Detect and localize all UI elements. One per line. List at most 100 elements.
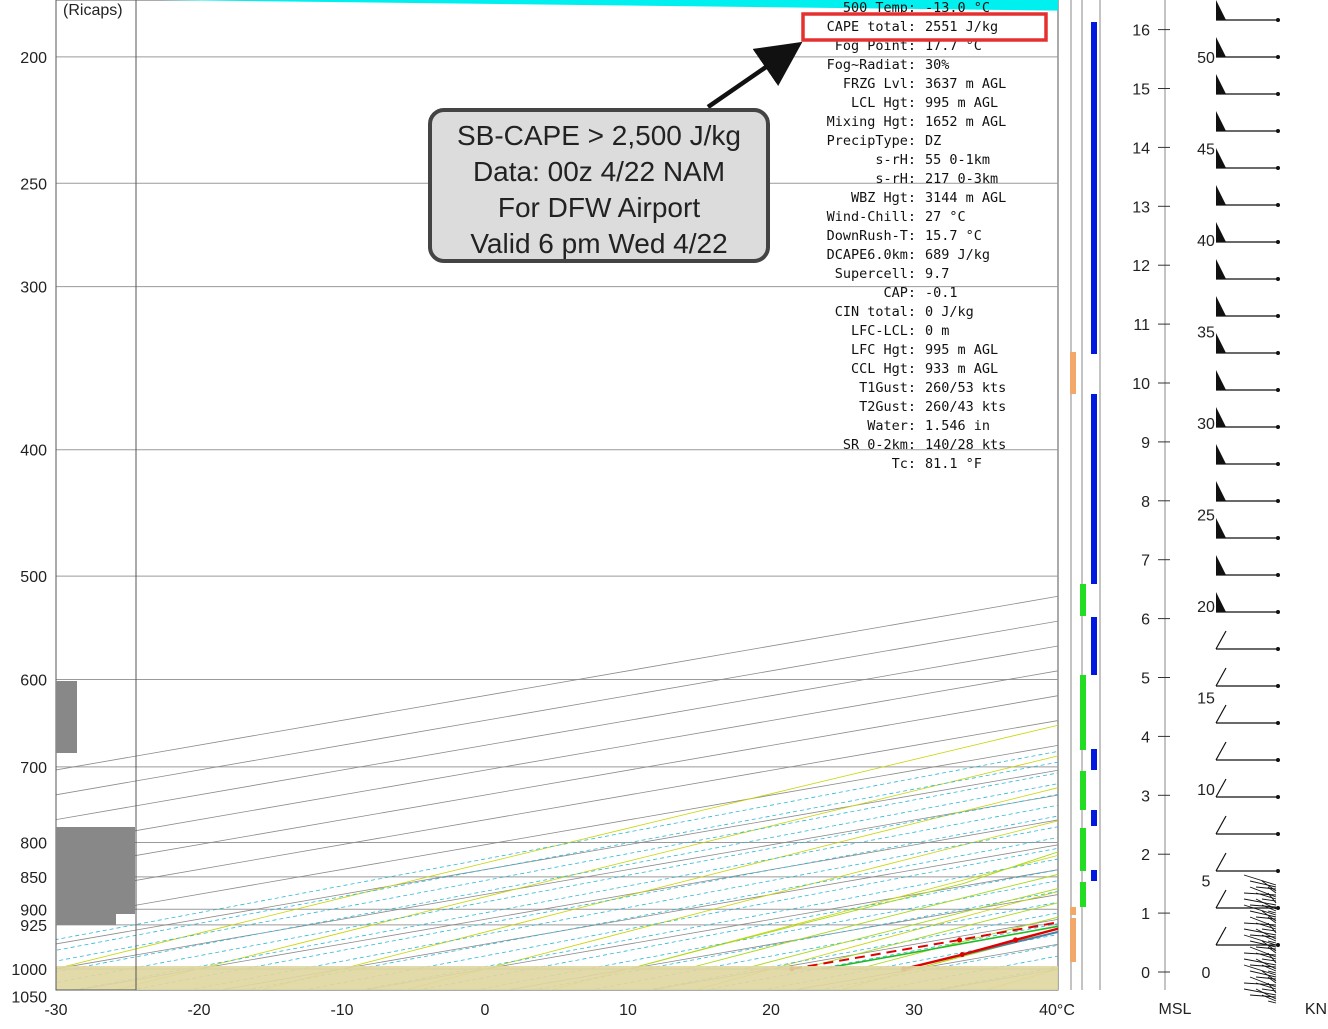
wind-barb-low [1255,928,1277,940]
wind-barb-low [1267,976,1277,984]
pressure-tick: 900 [20,902,47,919]
temperature-line-point [1283,874,1288,879]
wind-barb-low [1243,874,1277,886]
knot-tick-label: 10 [1197,782,1215,799]
wind-feather [1215,889,1227,909]
wind-barb-low [1261,964,1277,972]
wind-pennant [1216,148,1226,168]
moist-adiabat [628,851,1058,970]
bar-blue [1091,394,1097,584]
wind-barb-low [1243,928,1277,936]
stat-value: -13.0 °C [925,0,990,16]
height-tick-label: 2 [1141,847,1150,864]
wind-barb-low [1267,892,1277,904]
bar-blue [1091,749,1097,770]
stat-label: LCL Hgt: [851,95,916,111]
bar-orange [1070,352,1076,394]
stat-label: LFC-LCL: [851,323,916,339]
callout-box [428,108,770,263]
wind-pennant [1216,296,1226,316]
wind-barb-low [1249,916,1277,928]
height-tick-label: 15 [1132,82,1150,99]
left-column-box [55,0,137,991]
dry-adiabat [1253,0,1328,997]
stat-label: WBZ Hgt: [851,190,916,206]
stat-value: 260/53 kts [925,380,1006,396]
wind-barb-low [1243,964,1277,976]
ground-band [56,966,1058,990]
wind-pennant [1216,407,1226,427]
wind-pennant [1216,0,1226,20]
bar-blue [1091,22,1097,354]
wind-barb-point [1276,277,1280,281]
wind-barb-low [1267,982,1277,994]
wind-feather [1215,815,1227,835]
temperature-tick: 40°C [1039,1002,1075,1019]
bar-green [1080,675,1086,750]
axes-labels: 1502002503004005006007008008509009251000… [11,50,1075,1019]
wind-barb-low [1249,880,1277,888]
height-tick-label: 7 [1141,553,1150,570]
wind-barb-low [1255,952,1277,960]
pressure-tick: 500 [20,569,47,586]
corner-label: (Ricaps) [63,2,123,19]
height-tick-label: 5 [1141,671,1150,688]
stat-value: 2551 J/kg [925,19,998,35]
bar-green [1080,584,1086,616]
temperature-tick: 10 [619,1002,637,1019]
wind-barb-low [1267,1000,1277,1004]
isotherm [56,744,1058,920]
stat-value: 30% [925,57,949,73]
wind-barb-low [1255,892,1277,900]
pressure-tick: 300 [20,280,47,297]
isotherm [56,620,1058,796]
dry-adiabat [693,891,1058,990]
wind-barb-low [1267,946,1277,954]
callout-line-3: For DFW Airport [498,192,700,223]
callout-arrow [706,41,803,109]
bar-green [1080,828,1086,871]
upper-fill [160,0,1058,11]
wind-barb-point [1276,92,1280,96]
pressure-tick: 250 [20,176,47,193]
knot-tick-label: 40 [1197,233,1215,250]
wind-pennant [1216,333,1226,353]
dewpoint-line-point [1128,907,1133,912]
wind-feather [1215,667,1227,687]
stat-value: 217 0-3km [925,171,998,187]
bar-orange [1070,907,1076,915]
knots-label: KN [1305,1001,1327,1018]
temperature-line-point [959,952,965,958]
wind-barb-low [1261,910,1277,922]
wind-feather [1215,704,1227,724]
stat-label: T2Gust: [859,399,916,415]
wind-barb-low [1267,916,1277,924]
temperature-tick: 30 [905,1002,923,1019]
right-panel: 0123456789101112131415160510152025303540… [1070,0,1280,1004]
wind-barb-low [1255,988,1277,1000]
wind-pennant [1216,518,1226,538]
stat-value: 260/43 kts [925,399,1006,415]
wind-pennant [1216,555,1226,575]
height-tick-label: 14 [1132,140,1150,157]
stat-value: 3637 m AGL [925,76,1006,92]
dewpoint-line-point [957,937,963,943]
wind-barb-low [1249,976,1277,988]
wind-barb-low [1267,952,1277,964]
stat-label: SR 0-2km: [843,437,916,453]
stat-label: s-rH: [875,171,916,187]
stat-value: 27 °C [925,209,966,225]
height-tick-label: 3 [1141,788,1150,805]
wind-barb-point [1276,610,1280,614]
wind-feather [1215,926,1227,946]
stat-value: 995 m AGL [925,95,998,111]
stat-label: PrecipType: [827,133,916,149]
wind-barb-low [1243,904,1277,916]
stat-label: Supercell: [835,266,916,282]
wind-barb-point [1276,536,1280,540]
isotherm [56,670,1058,845]
wind-barb-low [1255,922,1277,930]
isotherm [56,645,1058,821]
stat-label: CAP: [883,285,916,301]
wind-barb-low [1255,958,1277,970]
